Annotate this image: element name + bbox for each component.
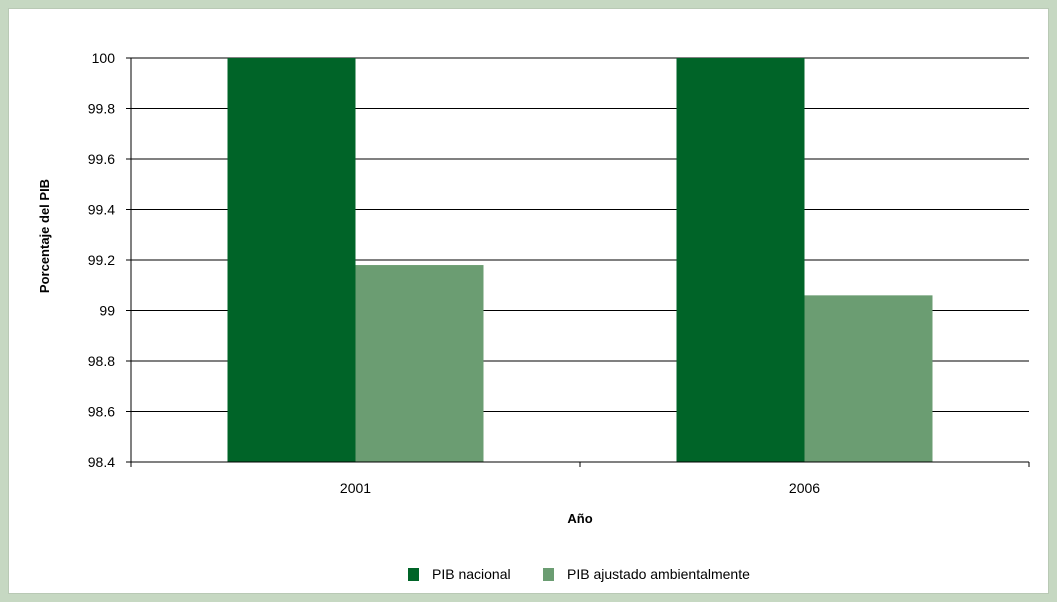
x-tick-label: 2001 (340, 480, 371, 496)
y-tick-labels: 100 99.8 99.6 99.4 99.2 99 98.8 98.6 98.4 (88, 50, 115, 470)
y-tick-label: 98.4 (88, 454, 115, 470)
legend: PIB nacional PIB ajustado ambientalmente (408, 566, 750, 582)
legend-swatch (408, 568, 419, 581)
bar-2001-series-2 (355, 265, 484, 462)
chart-frame: 100 99.8 99.6 99.4 99.2 99 98.8 98.6 98.4 2001 20… (8, 8, 1049, 594)
bars (227, 58, 933, 462)
y-tick-label: 99.8 (88, 101, 115, 117)
y-tick-label: 99.6 (88, 151, 115, 167)
axes (130, 58, 1030, 467)
x-tick-labels: 2001 2006 (340, 480, 820, 496)
y-tick-label: 99 (99, 303, 115, 319)
y-tick-label: 99.2 (88, 252, 115, 268)
bar-2006-series-2 (804, 295, 933, 462)
y-tick-label: 100 (92, 50, 116, 66)
y-tick-label: 99.4 (88, 202, 115, 218)
legend-label: PIB ajustado ambientalmente (567, 566, 750, 582)
legend-label: PIB nacional (432, 566, 511, 582)
legend-swatch (543, 568, 554, 581)
y-tick-label: 98.6 (88, 404, 115, 420)
bar-2001-series-1 (227, 58, 356, 462)
y-axis-label: Porcentaje del PIB (37, 179, 52, 293)
bar-2006-series-1 (676, 58, 805, 462)
x-tick-label: 2006 (789, 480, 820, 496)
x-axis-label: Año (567, 511, 592, 526)
y-tick-label: 98.8 (88, 353, 115, 369)
